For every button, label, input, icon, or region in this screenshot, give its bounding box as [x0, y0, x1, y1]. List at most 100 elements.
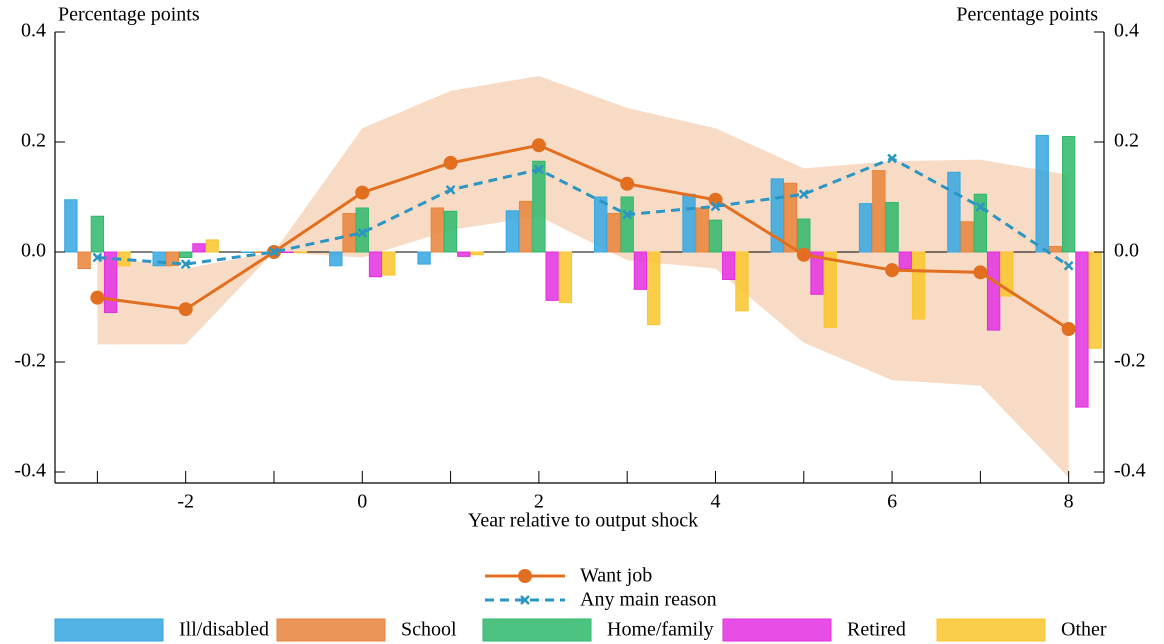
point-marker — [710, 201, 721, 212]
y2-tick-label: 0.4 — [1114, 20, 1139, 42]
y2-tick-label: -0.2 — [1114, 350, 1146, 372]
bar — [872, 170, 886, 253]
point-marker — [620, 176, 635, 191]
bar — [797, 218, 811, 253]
bar — [898, 251, 913, 269]
point-marker — [445, 184, 456, 195]
confidence-band — [97, 76, 1069, 478]
bar — [783, 182, 798, 253]
bar — [329, 251, 343, 267]
y-axis-label: Percentage points — [58, 4, 200, 26]
point-marker — [533, 164, 544, 175]
legend-label: Ill/disabled — [179, 619, 269, 641]
point-marker — [796, 247, 811, 262]
x-tick-label: 0 — [357, 491, 367, 513]
bar — [368, 251, 383, 278]
bar — [90, 215, 105, 253]
bar — [911, 251, 926, 320]
bar — [240, 251, 255, 253]
point-marker — [180, 259, 191, 269]
y2-tick-label: 0.0 — [1114, 240, 1139, 262]
bar — [443, 210, 458, 253]
point-marker — [531, 138, 546, 153]
x-tick-label: 4 — [710, 491, 720, 513]
legend-swatch — [722, 618, 832, 642]
legend-label: Other — [1061, 619, 1107, 641]
bar — [457, 251, 471, 257]
bar — [1075, 251, 1089, 408]
bar — [545, 251, 559, 301]
bar — [558, 251, 573, 304]
bar — [293, 251, 308, 253]
legend-label: School — [401, 619, 457, 641]
y2-tick-label: 0.2 — [1114, 130, 1139, 152]
x-tick-label: 2 — [534, 491, 544, 513]
bar — [470, 251, 484, 256]
plot-area — [55, 76, 1104, 478]
bar — [1000, 251, 1014, 297]
point-marker — [798, 189, 809, 200]
x-axis-label: Year relative to output shock — [468, 510, 698, 532]
bar — [1061, 136, 1076, 253]
bar — [810, 251, 824, 295]
legend-label: Home/family — [607, 619, 714, 641]
bar — [179, 251, 193, 258]
bar — [532, 160, 546, 253]
point-marker — [975, 202, 986, 212]
legend-marker — [518, 569, 532, 583]
bar — [986, 251, 1001, 331]
point-marker — [887, 153, 897, 164]
bar — [1048, 246, 1063, 253]
x-tick-label: -2 — [177, 491, 194, 513]
point-marker — [1061, 322, 1076, 336]
point-marker — [357, 227, 368, 238]
bar — [823, 251, 837, 328]
x-tick-label: 8 — [1064, 491, 1074, 513]
point-marker — [973, 265, 988, 280]
bar — [633, 251, 648, 290]
bar — [205, 239, 219, 253]
point-marker — [92, 252, 103, 263]
line-series — [97, 156, 1070, 267]
legend-label: Retired — [847, 619, 906, 641]
bar — [505, 210, 520, 253]
legend-label: Want job — [580, 565, 652, 587]
y-tick-label: -0.4 — [14, 460, 46, 482]
bar — [682, 193, 696, 253]
bar — [722, 251, 736, 280]
bar — [973, 193, 988, 253]
bar — [280, 251, 294, 253]
y2-tick-label: -0.4 — [1114, 460, 1146, 482]
bar — [620, 196, 634, 253]
y-tick-label: 0.2 — [21, 130, 46, 152]
legend-marker — [520, 595, 530, 605]
point-marker — [622, 209, 633, 220]
point-marker — [178, 302, 193, 317]
legend-swatch — [482, 618, 592, 642]
bar — [885, 202, 899, 253]
bar — [607, 213, 621, 253]
y-tick-label: 0.4 — [21, 20, 46, 42]
y-tick-label: 0.0 — [21, 240, 46, 262]
bar — [735, 251, 749, 312]
y-tick-label: -0.2 — [14, 350, 46, 372]
bar — [417, 251, 431, 265]
point-marker — [269, 247, 279, 257]
legend-swatch — [936, 618, 1046, 642]
point-marker — [355, 185, 370, 200]
y2-axis-label: Percentage points — [956, 4, 1098, 26]
legend-swatch — [276, 618, 386, 642]
bar — [858, 203, 873, 253]
point-marker — [90, 290, 105, 305]
line-series — [97, 143, 1070, 331]
bar — [960, 221, 974, 253]
bar — [64, 199, 78, 253]
bar — [947, 171, 961, 253]
bar — [695, 207, 709, 253]
point-marker — [443, 155, 458, 170]
point-marker — [885, 263, 900, 278]
bar — [192, 243, 206, 253]
bar — [708, 219, 723, 253]
bar — [77, 251, 91, 269]
